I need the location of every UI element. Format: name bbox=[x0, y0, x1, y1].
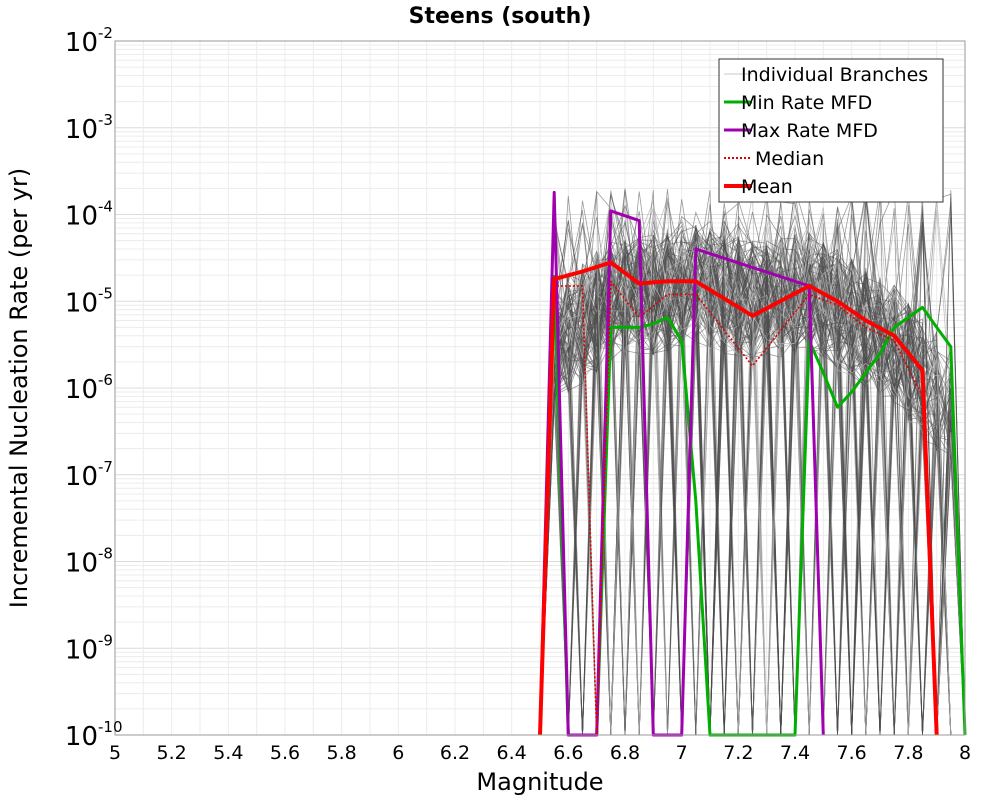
y-tick-base: 10 bbox=[65, 202, 98, 232]
x-tick-label: 7.8 bbox=[893, 742, 923, 764]
branch-line bbox=[525, 231, 966, 736]
y-tick-exponent: -6 bbox=[98, 371, 113, 389]
x-axis-label: Magnitude bbox=[476, 768, 603, 796]
plot-frame bbox=[114, 40, 966, 736]
chart-title: Steens (south) bbox=[409, 4, 592, 29]
legend-label: Max Rate MFD bbox=[741, 120, 878, 142]
y-tick-label: 10 -5 bbox=[65, 284, 113, 318]
branch-line bbox=[525, 204, 965, 736]
y-tick-label: 10 -6 bbox=[65, 371, 113, 405]
branch-line bbox=[525, 205, 966, 736]
y-tick-exponent: -2 bbox=[98, 24, 113, 42]
y-tick-base: 10 bbox=[65, 28, 98, 58]
x-tick-label: 6.2 bbox=[440, 742, 470, 764]
y-tick-label: 10 -10 bbox=[65, 718, 123, 752]
y-tick-label: 10 -9 bbox=[65, 631, 113, 665]
series-line-3 bbox=[538, 260, 939, 736]
branch-line bbox=[525, 251, 965, 736]
x-tick-label: 5.2 bbox=[157, 742, 187, 764]
branch-line bbox=[525, 250, 966, 736]
series-line-1 bbox=[538, 190, 825, 737]
y-tick-base: 10 bbox=[65, 722, 98, 752]
legend-box bbox=[718, 58, 944, 203]
x-tick-label: 5.8 bbox=[327, 742, 357, 764]
y-tick-exponent: -8 bbox=[98, 545, 113, 563]
x-tick-label: 8 bbox=[959, 742, 971, 764]
legend-label: Individual Branches bbox=[741, 64, 928, 86]
branch-line bbox=[525, 257, 965, 736]
branch-line bbox=[525, 243, 965, 736]
x-tick-label: 6.6 bbox=[553, 742, 583, 764]
y-tick-base: 10 bbox=[65, 462, 98, 492]
x-tick-label: 7.4 bbox=[780, 742, 810, 764]
y-tick-label: 10 -4 bbox=[65, 198, 113, 232]
y-tick-exponent: -7 bbox=[98, 458, 113, 476]
y-axis-label: Incremental Nucleation Rate (per yr) bbox=[5, 168, 33, 608]
x-tick-label: 7.6 bbox=[837, 742, 867, 764]
y-tick-exponent: -5 bbox=[98, 284, 113, 302]
y-tick-exponent: -9 bbox=[98, 631, 113, 649]
legend-label: Median bbox=[755, 148, 824, 170]
legend-label: Min Rate MFD bbox=[741, 92, 872, 114]
y-tick-base: 10 bbox=[65, 115, 98, 145]
y-tick-exponent: -4 bbox=[98, 198, 113, 216]
y-tick-base: 10 bbox=[65, 635, 98, 665]
y-tick-label: 10 -7 bbox=[65, 458, 113, 492]
x-tick-label: 5 bbox=[109, 742, 121, 764]
individual-branches bbox=[525, 188, 966, 736]
y-tick-base: 10 bbox=[65, 288, 98, 318]
series-line-2 bbox=[539, 280, 938, 736]
x-tick-label: 7 bbox=[676, 742, 688, 764]
y-tick-label: 10 -2 bbox=[65, 24, 113, 58]
x-tick-label: 6.8 bbox=[610, 742, 640, 764]
y-tick-label: 10 -3 bbox=[65, 111, 113, 145]
x-tick-label: 5.6 bbox=[270, 742, 300, 764]
branch-line bbox=[525, 241, 966, 736]
x-tick-label: 6.4 bbox=[497, 742, 527, 764]
x-tick-label: 5.4 bbox=[213, 742, 243, 764]
x-tick-label: 7.2 bbox=[723, 742, 753, 764]
y-tick-base: 10 bbox=[65, 549, 98, 579]
y-axis-ticks: 10-210-310-410-510-610-710-810-910-10 bbox=[65, 24, 123, 752]
y-tick-base: 10 bbox=[65, 375, 98, 405]
x-axis-ticks: 5 5.2 5.4 5.6 5.8 6 6.2 6.4 6.6 6.8 7 7.2 7.4 7.6 7.8 8 bbox=[109, 742, 971, 764]
legend: Individual Branches Min Rate MFD Max Rate … bbox=[718, 58, 944, 203]
y-tick-exponent: -10 bbox=[98, 718, 123, 736]
y-tick-label: 10 -8 bbox=[65, 545, 113, 579]
x-tick-label: 6 bbox=[392, 742, 404, 764]
y-tick-exponent: -3 bbox=[98, 111, 113, 129]
legend-label: Mean bbox=[741, 176, 793, 198]
